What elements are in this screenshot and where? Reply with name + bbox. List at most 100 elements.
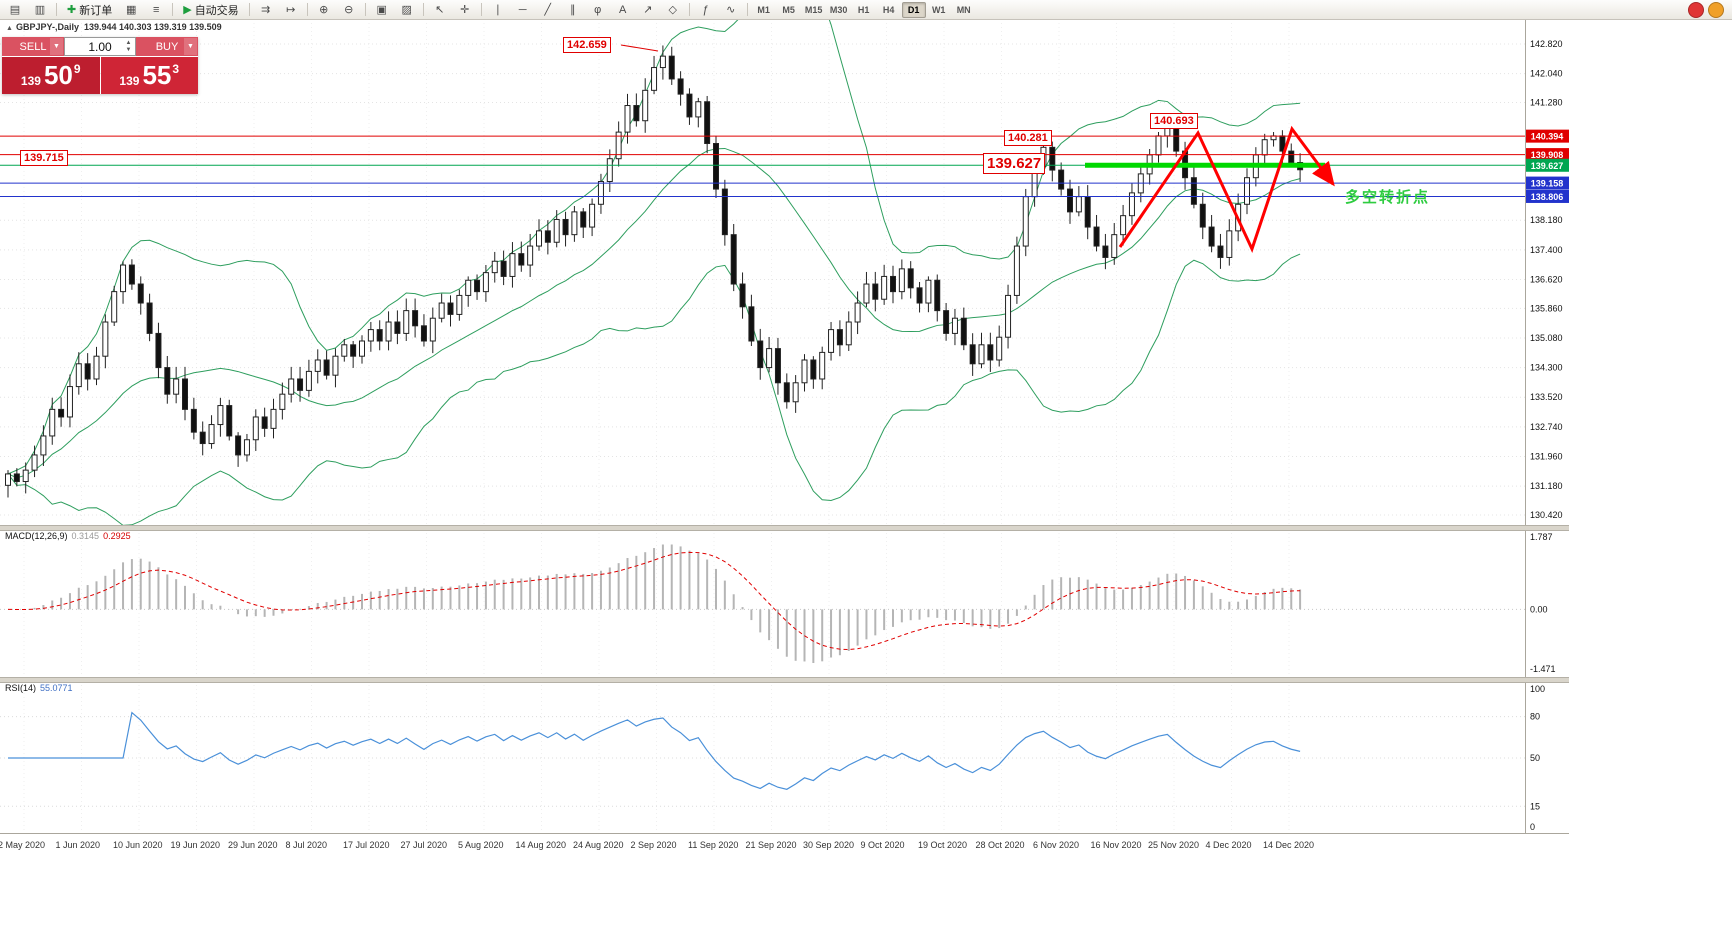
sell-dropdown-icon[interactable]: ▼ xyxy=(50,38,63,55)
candlesticks[interactable] xyxy=(5,45,1304,498)
svg-text:80: 80 xyxy=(1530,712,1540,722)
shapes-icon[interactable]: ◇ xyxy=(668,4,677,16)
svg-text:15: 15 xyxy=(1530,801,1540,811)
tile-windows-icon[interactable]: ▣ xyxy=(376,4,387,16)
x-axis-label: 11 Sep 2020 xyxy=(688,840,739,850)
chart-annotation-text[interactable]: 多空转折点 xyxy=(1345,189,1431,206)
price-callout[interactable]: 139.715 xyxy=(20,150,68,166)
volume-step-down-icon[interactable]: ▼ xyxy=(125,46,132,53)
toolbar-separator xyxy=(172,3,174,16)
text-label-icon[interactable]: A xyxy=(619,3,627,16)
callout-connector xyxy=(620,44,659,52)
panel-splitter-rsi[interactable] xyxy=(0,677,1569,683)
rsi-label: RSI(14) 55.0771 xyxy=(5,683,73,693)
sell-button[interactable]: SELL ▼ xyxy=(2,37,64,56)
svg-text:141.280: 141.280 xyxy=(1530,97,1563,107)
x-axis-label: 14 Dec 2020 xyxy=(1263,840,1315,850)
fibonacci-icon[interactable]: φ xyxy=(594,3,602,16)
timeframe-h4[interactable]: H4 xyxy=(882,4,895,15)
zigzag-arrow[interactable] xyxy=(1118,125,1335,254)
horizontal-line-icon[interactable]: ─ xyxy=(518,3,527,16)
new-order-button[interactable]: ✚ 新订单 xyxy=(61,1,118,19)
buy-button[interactable]: BUY ▼ xyxy=(136,37,198,56)
timeframe-d1[interactable]: D1 xyxy=(901,1,926,18)
price-gridlines xyxy=(0,43,1525,516)
x-axis-label: 10 Jun 2020 xyxy=(113,840,163,850)
macd-indicator-panel[interactable]: 1.787 0.00 -1.471 xyxy=(0,529,1569,677)
panel-splitter-macd[interactable] xyxy=(0,525,1569,531)
profiles-icon[interactable]: ≡ xyxy=(153,3,160,16)
vertical-gridlines xyxy=(23,19,1290,525)
price-callout[interactable]: 140.281 xyxy=(1004,130,1052,146)
toolbar-separator xyxy=(56,3,57,16)
candlestick-mode-icon[interactable]: ▥ xyxy=(34,4,46,16)
arrow-tool-icon[interactable]: ↗ xyxy=(643,4,653,16)
timeframe-m15[interactable]: M15 xyxy=(804,4,823,15)
toolbar-separator xyxy=(364,3,366,16)
rsi-line xyxy=(8,711,1301,790)
x-axis-label: 2 Sep 2020 xyxy=(630,840,677,850)
x-axis-label: 2 May 2020 xyxy=(0,840,46,850)
volume-value: 1.00 xyxy=(88,39,112,54)
zoom-in-icon[interactable]: ⊕ xyxy=(319,4,329,16)
symbol-collapse-icon[interactable]: ▲ xyxy=(6,25,13,32)
svg-text:130.420: 130.420 xyxy=(1530,510,1563,520)
svg-text:133.520: 133.520 xyxy=(1530,392,1563,402)
symbol-name: GBPJPY-,Daily xyxy=(15,22,79,32)
x-axis-label: 4 Dec 2020 xyxy=(1205,840,1252,850)
vertical-line-icon[interactable]: ∣ xyxy=(494,4,501,16)
price-callout[interactable]: 142.659 xyxy=(563,37,611,53)
price-tag xyxy=(1526,129,1569,143)
svg-text:138.806: 138.806 xyxy=(1531,192,1564,202)
indicators-icon[interactable]: ƒ xyxy=(702,3,709,16)
cursor-icon[interactable]: ↖ xyxy=(435,4,445,16)
price-callout[interactable]: 139.627 xyxy=(983,153,1046,174)
toolbar-separator xyxy=(746,3,748,16)
volume-input[interactable]: 1.00 ▲ ▼ xyxy=(64,37,136,56)
svg-text:0.00: 0.00 xyxy=(1530,604,1548,614)
x-axis-label: 21 Sep 2020 xyxy=(745,840,797,850)
time-axis[interactable]: 2 May 2020 1 Jun 2020 10 Jun 2020 19 Jun 20… xyxy=(0,833,1569,858)
timeframe-h1[interactable]: H1 xyxy=(857,4,870,15)
autotrading-button[interactable]: ▶ 自动交易 xyxy=(177,1,244,19)
toolbar: ▤ ▥ ✚ 新订单 ▦ ≡ ▶ 自动交易 ⇉ ↦ ⊕ ⊖ ▣ ▨ ↖ ✛ ∣ ─ ╱ ∥ φ A ↗ ◇ ƒ ∿ M1 M5 M15 M3… xyxy=(0,0,1732,20)
new-order-button-label: 新订单 xyxy=(79,4,113,17)
timeframe-m30[interactable]: M30 xyxy=(829,4,848,15)
status-indicators xyxy=(1688,2,1724,18)
x-axis-label: 8 Jul 2020 xyxy=(285,840,328,850)
volume-stepper[interactable]: ▲ ▼ xyxy=(123,38,134,55)
rsi-indicator-panel[interactable]: 100 80 50 15 0 xyxy=(0,681,1569,833)
svg-text:142.820: 142.820 xyxy=(1530,39,1563,49)
timeframe-w1[interactable]: W1 xyxy=(931,4,946,15)
macd-name: MACD(12,26,9) xyxy=(5,531,68,541)
zoom-out-icon[interactable]: ⊖ xyxy=(344,4,354,16)
connection-status-icon[interactable] xyxy=(1708,2,1724,18)
bollinger-bands xyxy=(7,19,1301,525)
main-price-chart[interactable]: 142.820 142.040 141.280 138.180 137.400 136.6… xyxy=(0,19,1569,525)
price-callout[interactable]: 140.693 xyxy=(1150,113,1198,129)
cascade-windows-icon[interactable]: ▨ xyxy=(401,4,412,16)
timeframe-mn[interactable]: MN xyxy=(956,4,971,15)
timeframe-m1[interactable]: M1 xyxy=(757,4,770,15)
macd-axis-ticks: 1.787 0.00 -1.471 xyxy=(1530,532,1556,674)
buy-price-button[interactable]: 139 55 3 xyxy=(100,57,198,94)
buy-dropdown-icon[interactable]: ▼ xyxy=(184,38,197,55)
volume-step-up-icon[interactable]: ▲ xyxy=(125,39,132,46)
chart-shift-icon[interactable]: ↦ xyxy=(286,4,296,16)
channel-icon[interactable]: ∥ xyxy=(569,4,576,16)
alert-status-icon[interactable] xyxy=(1688,2,1704,18)
crosshair-icon[interactable]: ✛ xyxy=(460,4,470,16)
objects-list-icon[interactable]: ∿ xyxy=(726,4,736,16)
timeframe-m5[interactable]: M5 xyxy=(782,4,795,15)
buy-label: BUY xyxy=(155,40,179,53)
chart-symbol-header: ▲ GBPJPY-,Daily 139.944 140.303 139.319 1… xyxy=(6,22,222,32)
bar-chart-mode-icon[interactable]: ▤ xyxy=(9,4,21,16)
sell-price-button[interactable]: 139 50 9 xyxy=(2,57,100,94)
svg-text:136.620: 136.620 xyxy=(1530,274,1563,284)
scroll-to-end-icon[interactable]: ⇉ xyxy=(261,4,271,16)
new-chart-icon[interactable]: ▦ xyxy=(126,4,137,16)
sell-price-big: 50 xyxy=(43,60,73,90)
autotrading-icon: ▶ xyxy=(183,4,192,16)
trendline-icon[interactable]: ╱ xyxy=(544,4,551,16)
